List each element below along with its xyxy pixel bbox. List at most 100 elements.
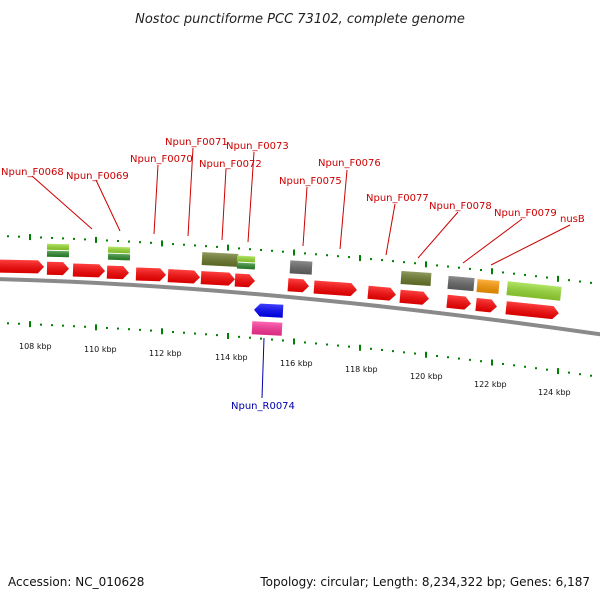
misc-feature-shade (201, 252, 239, 267)
gene-label-npun-f0072: Npun_F0072 (199, 159, 262, 170)
cds-arrow-shade (234, 273, 255, 288)
cds-arrow-shade (0, 259, 44, 274)
cds-arrow[interactable] (313, 280, 358, 297)
cds-arrow[interactable] (475, 297, 497, 313)
gene-label-npun-f0069: Npun_F0069 (66, 171, 129, 182)
gene-label-npun-f0076: Npun_F0076 (318, 158, 381, 169)
tick-label: 116 kbp (280, 359, 313, 368)
gene-label-nusb: nusB (560, 214, 585, 225)
misc-feature-shade (289, 260, 313, 275)
cds-arrow[interactable] (446, 294, 471, 310)
tick-label: 114 kbp (215, 353, 248, 362)
leader-line (490, 224, 571, 266)
cds-arrow-shade (167, 269, 200, 284)
misc-feature[interactable] (107, 246, 131, 254)
tick-label: 118 kbp (345, 365, 378, 374)
leader-line (462, 218, 523, 264)
gene-label-npun-r0074: Npun_R0074 (231, 401, 295, 412)
outer-tick-ring (7, 234, 592, 284)
cds-arrow[interactable] (234, 273, 256, 288)
cds-arrow[interactable] (367, 285, 396, 301)
leader-line (31, 175, 93, 230)
misc-feature[interactable] (46, 250, 70, 258)
tick-label: 124 kbp (538, 388, 571, 397)
map-title: Nostoc punctiforme PCC 73102, complete g… (135, 12, 465, 27)
tick-label: 120 kbp (410, 372, 443, 381)
misc-feature[interactable] (107, 253, 131, 261)
misc-feature-shade (400, 270, 432, 287)
misc-feature[interactable] (447, 275, 475, 292)
topology-summary-text: Topology: circular; Length: 8,234,322 bp… (259, 575, 590, 589)
leader-line (221, 168, 227, 241)
leader-line (302, 186, 308, 247)
rna-arrow[interactable] (254, 303, 284, 318)
rna-feature[interactable] (251, 321, 283, 336)
misc-feature-shade (236, 262, 256, 270)
gene-label-npun-f0077: Npun_F0077 (366, 193, 429, 204)
cds-arrow-shade (200, 271, 235, 286)
leader-line (339, 169, 348, 250)
misc-feature[interactable] (236, 262, 256, 270)
cds-arrow-shade (399, 289, 429, 305)
accession-text: Accession: NC_010628 (8, 575, 144, 589)
gene-label-npun-f0079: Npun_F0079 (494, 208, 557, 219)
cds-arrow-shade (313, 280, 357, 297)
misc-feature[interactable] (400, 270, 432, 287)
misc-feature-shade (107, 253, 131, 261)
cds-arrow-shade (287, 278, 309, 293)
misc-feature-shade (447, 275, 475, 292)
leader-line (153, 164, 159, 235)
tick-label: 122 kbp (474, 380, 507, 389)
cds-arrow[interactable] (167, 269, 201, 284)
misc-feature-shade (46, 250, 70, 258)
cds-arrow-shade (135, 267, 166, 282)
misc-feature-shade (506, 281, 562, 301)
gene-label-npun-f0073: Npun_F0073 (226, 141, 289, 152)
leader-line (261, 337, 265, 399)
cds-arrow[interactable] (505, 301, 559, 320)
misc-feature-shade (107, 246, 131, 254)
misc-feature-shade (476, 279, 500, 294)
cds-arrow[interactable] (106, 265, 129, 280)
misc-feature[interactable] (476, 279, 500, 294)
cds-arrow[interactable] (287, 278, 310, 293)
genome-backbone (0, 277, 600, 337)
cds-arrow[interactable] (135, 267, 166, 282)
cds-arrow[interactable] (200, 271, 236, 286)
misc-feature[interactable] (46, 243, 70, 251)
rna-arrow-shade (254, 303, 284, 318)
misc-feature[interactable] (201, 252, 239, 267)
tick-label: 110 kbp (84, 345, 117, 354)
cds-arrow-shade (446, 294, 471, 310)
gene-label-npun-f0071: Npun_F0071 (165, 137, 228, 148)
inner-tick-ring (7, 321, 592, 377)
tick-label: 112 kbp (149, 349, 182, 358)
cds-arrow[interactable] (0, 259, 44, 274)
misc-feature[interactable] (506, 281, 562, 301)
gene-label-npun-f0075: Npun_F0075 (279, 176, 342, 187)
leader-line (95, 179, 121, 232)
gene-labels: Npun_F0068 Npun_F0069 Npun_F0070 Npun_F0… (1, 137, 585, 412)
cds-arrow[interactable] (72, 263, 105, 278)
cds-arrow-shade (367, 285, 396, 301)
tick-label: 108 kbp (19, 342, 52, 351)
misc-feature-shade (46, 243, 70, 251)
cds-arrow-shade (505, 301, 559, 320)
gene-label-npun-f0070: Npun_F0070 (130, 154, 193, 165)
leader-line (247, 151, 255, 243)
gene-features (0, 243, 562, 336)
leader-line (187, 147, 194, 237)
cds-arrow[interactable] (399, 289, 429, 305)
misc-feature-shade (236, 255, 256, 263)
cds-arrow-shade (475, 297, 497, 313)
misc-feature[interactable] (289, 260, 313, 275)
cds-arrow-shade (46, 261, 69, 276)
cds-arrow-shade (72, 263, 105, 278)
cds-arrow[interactable] (46, 261, 69, 276)
leader-line (417, 211, 459, 259)
misc-feature[interactable] (236, 255, 256, 263)
kbp-tick-labels: 108 kbp 110 kbp 112 kbp 114 kbp 116 kbp … (19, 342, 571, 397)
cds-arrow-shade (106, 265, 129, 280)
